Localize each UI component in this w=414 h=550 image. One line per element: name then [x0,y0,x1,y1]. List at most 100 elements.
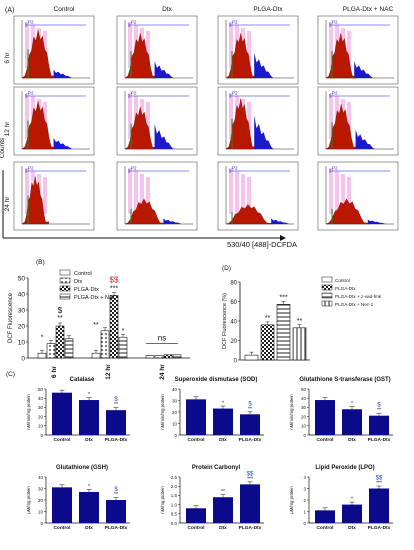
flow-blue-tail [254,52,274,78]
small-chart-category-label: Control [187,437,204,443]
small-chart-category-label: Dtx [219,525,227,531]
chart-b-bar [109,295,119,359]
chart-d-significance: ** [265,315,271,322]
small-chart-bar [79,400,99,435]
small-chart-y-tick-label: 40 [301,396,307,401]
flow-histogram-cell: P2 [13,15,95,85]
flow-histogram-cell: P2 [13,161,95,231]
chart-b-significance: ** [57,315,63,322]
chart-d-bar [276,304,291,361]
small-chart-y-tick-label: 0 [303,521,306,526]
flow-pink-band [329,22,333,68]
small-chart-significance-2: $ [114,397,118,403]
small-chart-y-tick-label: 0.0 [171,521,178,526]
small-chart-title: Glutathione S-transferase (GST) [299,377,390,383]
flow-pink-band [235,171,239,214]
chart-d-y-tick-label: 80 [230,281,237,287]
small-chart-significance: ** [221,489,225,495]
flow-x-arrow [280,235,286,241]
chart-b-legend-label: PLGA-Dtx [74,287,99,293]
small-chart-significance-2: $ [248,401,252,407]
small-chart-significance: ** [114,492,118,498]
chart-d-legend-swatch [321,284,333,291]
chart-b-significance: *** [110,286,118,293]
small-chart-significance-2: $$ [247,471,254,477]
chart-b-y-axis-label: DCF Fluorescence [8,292,14,343]
flow-gate-label: P2 [131,20,137,25]
small-chart-category-label: PLGA-Dtx [105,437,128,443]
flow-pink-band [140,174,144,214]
small-chart-bar [213,497,233,523]
small-chart-significance: * [222,401,224,407]
chart-b-category-label: 12 hr [105,364,112,380]
flow-blue-tail [154,123,174,149]
small-chart-y-axis-label: nM/min/mg protein [26,394,31,430]
flow-pink-band [229,93,233,139]
small-chart-bar [213,408,233,435]
small-chart-y-tick-label: 1 [303,509,306,514]
small-chart-title: Superoxide dismutase (SOD) [175,377,258,383]
chart-b-significance: ** [93,322,99,329]
small-chart-bar [315,510,335,523]
chart-b-legend-swatch [59,269,71,276]
small-chart-y-tick-label: 40 [172,387,178,392]
small-chart-bar [342,504,362,523]
flow-column-title: Control [54,6,76,13]
small-chart-significance: ** [248,406,252,412]
flow-histogram-cell: P2 [13,86,95,156]
panel-label-a: (A) [5,7,14,14]
chart-d-bar [292,327,307,361]
small-chart-category-label: Control [187,525,204,531]
small-chart-y-tick-label: 20 [172,410,178,415]
flow-row-label: 12 hr [4,121,11,137]
small-chart-bar [315,400,335,435]
small-chart-category-label: Dtx [348,525,356,531]
flow-pink-band [241,174,245,214]
flow-blue-tail [367,219,387,224]
small-chart-category-label: PLGA-Dtx [239,437,262,443]
flow-gate-label: P2 [131,91,137,96]
flow-column-title: PLGA-Dtx + NAC [343,6,394,13]
flow-column-title: Dtx [162,6,173,13]
flow-pink-band [146,102,150,139]
flow-blue-tail [271,218,291,224]
flow-pink-band [247,31,251,68]
chart-b-significance: $ [58,306,63,315]
chart-b-bar [100,330,110,359]
small-chart-category-label: Control [53,437,70,443]
flow-gate-label: P2 [28,20,34,25]
flow-pink-band [128,168,132,214]
small-chart-bar [342,409,362,435]
flow-blue-tail [354,61,374,78]
chart-b-bar [37,352,47,359]
small-chart-y-tick-label: 2 [303,498,306,503]
small-chart-y-axis-label: µM/mg protein [26,486,31,514]
small-chart-y-tick-label: 40 [38,396,44,401]
flow-pink-band [247,102,251,139]
small-chart-y-tick-label: 20 [301,414,307,419]
chart-b-y-tick-label: 50 [18,276,26,283]
small-chart-y-tick-label: 0 [40,521,43,526]
chart-d-legend-label: PLGA-Dtx + z-vad-fmk [335,294,382,299]
small-chart-category-label: Dtx [348,437,356,443]
small-chart-significance: * [88,392,90,398]
small-chart-significance-2: $ [377,403,381,409]
small-chart-bar [52,487,72,523]
small-chart-bar [79,491,99,523]
chart-b-significance: * [41,335,44,342]
flow-pink-band [43,177,47,214]
flow-pink-band [25,93,29,139]
small-chart-y-tick-label: 0 [40,433,43,438]
chart-b-significance: * [122,328,125,335]
small-chart-y-tick-label: 20 [38,498,44,503]
small-chart-title: Lipid Peroxide (LPO) [315,465,374,471]
chart-d-y-tick-label: 0 [234,359,238,365]
flow-histogram-cell: P2 [317,161,399,231]
small-chart-significance: *** [247,476,253,482]
flow-pink-band [229,22,233,68]
chart-b-y-tick-label: 40 [18,292,26,299]
chart-d-y-tick-label: 40 [230,320,237,326]
flow-pink-band [341,174,345,214]
flow-blue-tail [254,115,274,149]
